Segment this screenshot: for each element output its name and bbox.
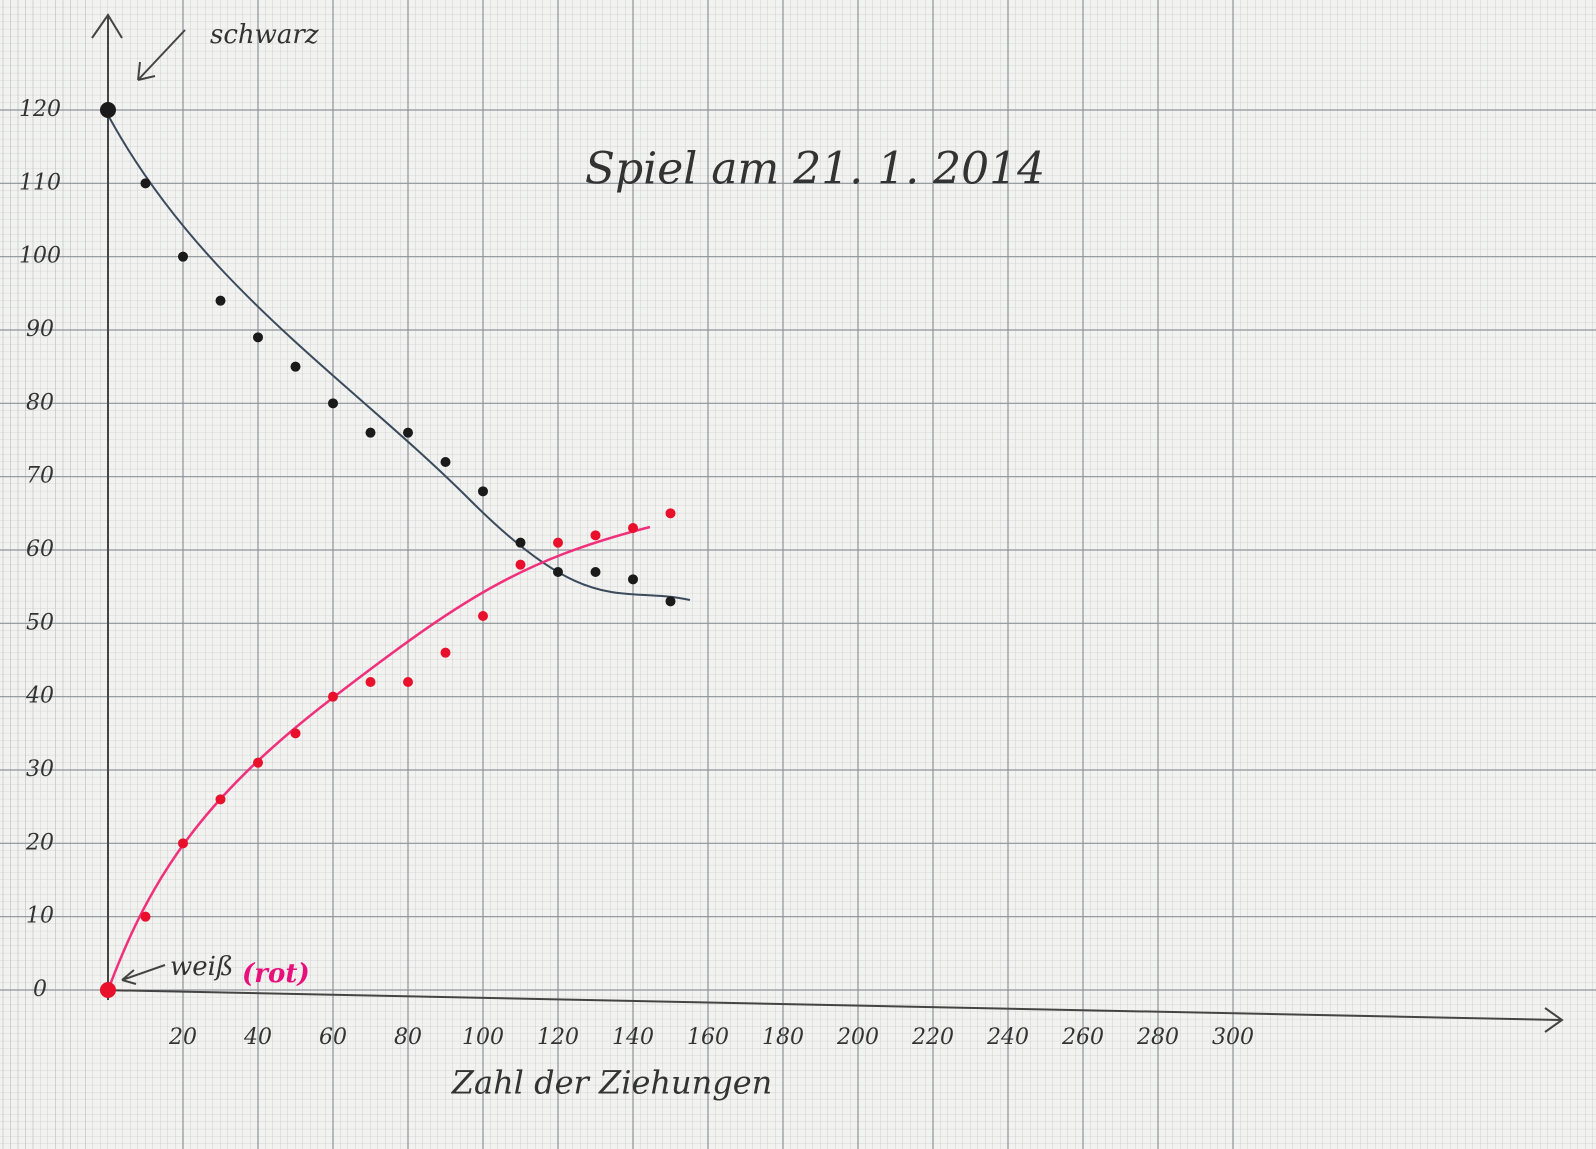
x-tick-label: 80 bbox=[394, 1025, 422, 1050]
point bbox=[628, 523, 638, 533]
point bbox=[253, 757, 263, 768]
y-tick-label: 110 bbox=[19, 170, 61, 195]
y-tick-label: 100 bbox=[19, 244, 61, 269]
point bbox=[403, 677, 413, 687]
point bbox=[178, 251, 188, 262]
y-axis-arrow bbox=[91, 13, 123, 39]
point bbox=[100, 102, 116, 118]
x-tick-label: 220 bbox=[911, 1025, 954, 1050]
x-axis bbox=[99, 989, 1561, 1021]
x-tick-label: 60 bbox=[319, 1025, 347, 1050]
y-tick-label: 30 bbox=[26, 757, 54, 782]
point bbox=[515, 537, 526, 548]
chart-title: Spiel am 21. 1. 2014 bbox=[585, 144, 1045, 195]
x-axis-arrow bbox=[1544, 1007, 1564, 1033]
x-tick-label: 260 bbox=[1061, 1025, 1104, 1050]
point bbox=[253, 332, 263, 343]
annotation: schwarz bbox=[210, 20, 319, 50]
x-tick-label: 240 bbox=[986, 1025, 1029, 1050]
y-tick-label: 80 bbox=[26, 390, 54, 415]
x-axis-label: Zahl der Ziehungen bbox=[451, 1064, 772, 1102]
y-tick-label: 0 bbox=[33, 977, 47, 1002]
point bbox=[665, 596, 676, 607]
y-tick-label: 70 bbox=[26, 464, 54, 489]
point bbox=[365, 427, 376, 438]
x-tick-label: 40 bbox=[243, 1025, 272, 1050]
point bbox=[590, 567, 601, 577]
point bbox=[328, 691, 338, 702]
point bbox=[665, 508, 676, 519]
x-tick-label: 280 bbox=[1136, 1025, 1179, 1050]
point bbox=[515, 559, 526, 570]
y-tick-label: 90 bbox=[26, 317, 54, 342]
y-tick-label: 20 bbox=[25, 830, 54, 855]
point bbox=[403, 427, 413, 438]
point bbox=[215, 794, 226, 805]
annotation: weiß bbox=[170, 952, 233, 982]
point bbox=[140, 911, 151, 922]
point bbox=[478, 486, 488, 497]
x-tick-label: 200 bbox=[836, 1025, 879, 1050]
point bbox=[178, 838, 188, 849]
point bbox=[628, 574, 638, 585]
x-tick-label: 20 bbox=[168, 1025, 197, 1050]
point bbox=[100, 982, 116, 998]
y-tick-label: 40 bbox=[25, 684, 54, 709]
point bbox=[140, 178, 151, 189]
point bbox=[215, 295, 226, 306]
x-tick-label: 160 bbox=[687, 1025, 729, 1050]
x-tick-label: 100 bbox=[462, 1025, 504, 1050]
arrow-schwarz bbox=[137, 29, 186, 81]
point bbox=[553, 567, 563, 577]
point bbox=[328, 398, 338, 409]
annotation: (rot) bbox=[242, 959, 310, 989]
arrow-weiss bbox=[121, 964, 166, 985]
y-tick-label: 10 bbox=[26, 904, 54, 929]
point bbox=[440, 457, 451, 467]
trend-black bbox=[107, 114, 691, 601]
point bbox=[590, 530, 601, 541]
y-tick-label: 50 bbox=[26, 610, 54, 635]
point bbox=[440, 647, 451, 658]
point bbox=[365, 677, 376, 687]
x-tick-label: 300 bbox=[1212, 1025, 1254, 1050]
x-tick-label: 140 bbox=[612, 1025, 654, 1050]
x-tick-label: 180 bbox=[762, 1025, 804, 1050]
point bbox=[290, 361, 301, 372]
x-tick-label: 120 bbox=[537, 1025, 579, 1050]
point bbox=[478, 611, 488, 621]
point bbox=[553, 537, 563, 548]
y-tick-label: 60 bbox=[26, 537, 54, 562]
point bbox=[290, 728, 301, 739]
y-tick-label: 120 bbox=[19, 97, 61, 122]
